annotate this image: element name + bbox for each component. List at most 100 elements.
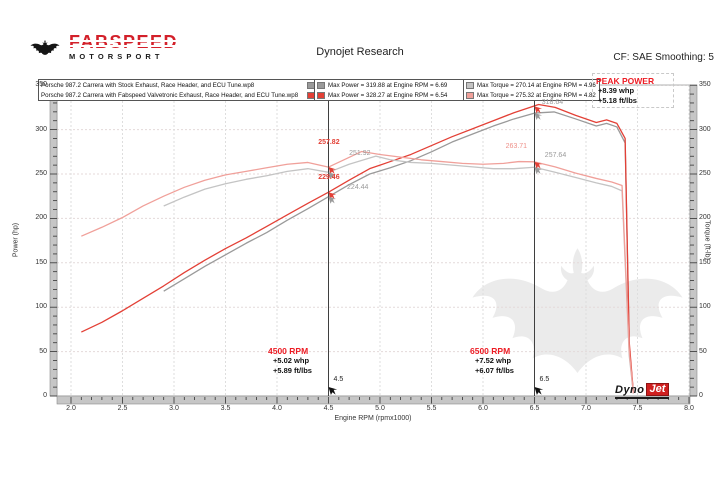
torque-axis-title: Torque (ft-lb): [703, 220, 711, 260]
point-marker-icon: [534, 167, 543, 175]
y-tick-label-right: 0: [699, 392, 703, 399]
rpm-6500-ftlbs: +6.07 ft/lbs: [475, 365, 514, 375]
point-marker-icon: [328, 172, 337, 180]
max-power-row-stock: Max Power = 319.88 at Engine RPM = 6.69: [317, 80, 463, 90]
max-torque-row-fabspeed: Max Torque = 275.32 at Engine RPM = 4.82: [466, 90, 597, 100]
run-legend-row-stock[interactable]: Porsche 987.2 Carrera with Stock Exhaust…: [41, 80, 315, 90]
point-marker-icon: [534, 161, 543, 169]
axis-strip: [689, 84, 698, 397]
y-tick-label-right: 350: [699, 81, 711, 89]
y-tick-label-left: 100: [35, 303, 47, 311]
data-point-label: 257.64: [544, 151, 567, 159]
data-point-label: 257.82: [318, 139, 340, 147]
y-tick-label-left: 300: [35, 125, 47, 133]
max-torque-legend-box: Max Torque = 270.14 at Engine RPM = 4.96…: [463, 79, 600, 101]
data-point-label: 263.71: [505, 142, 528, 150]
rpm-6500-whp: +7.52 whp: [475, 356, 512, 365]
run-label-stock: Porsche 987.2 Carrera with Stock Exhaust…: [41, 81, 255, 89]
y-tick-label-right: 150: [699, 258, 711, 266]
dynojet-logo: Dyno Jet: [615, 383, 670, 399]
y-tick-label-right: 300: [699, 125, 711, 133]
series-fabspeed_power: [81, 103, 635, 393]
x-tick-label: 3.5: [220, 405, 231, 412]
run-label-fabspeed: Porsche 987.2 Carrera with Fabspeed Valv…: [41, 91, 299, 99]
fabspeed-bat-icon: [30, 39, 60, 55]
point-marker-icon: [328, 196, 337, 204]
cursor-rpm-label: 6.5: [539, 376, 550, 383]
rpm-4500-callout: 4500 RPM +5.02 whp +5.89 ft/lbs: [268, 346, 348, 375]
run-legend-row-fabspeed[interactable]: Porsche 987.2 Carrera with Fabspeed Valv…: [41, 90, 315, 100]
y-tick-label-right: 50: [699, 347, 707, 355]
point-marker-icon: [534, 113, 543, 121]
point-marker-icon: [328, 192, 337, 200]
data-point-label: 251.92: [349, 150, 371, 158]
series-stock_power: [163, 111, 635, 394]
data-point-label: 224.44: [347, 183, 369, 191]
max-power-legend-box: Max Power = 319.88 at Engine RPM = 6.69 …: [314, 79, 466, 101]
axis-strip: [49, 84, 58, 397]
point-marker-icon: [328, 167, 337, 175]
x-tick-label: 5.0: [375, 405, 385, 412]
run-legend-box: Porsche 987.2 Carrera with Stock Exhaust…: [38, 79, 318, 101]
y-tick-label-left: 200: [35, 214, 47, 222]
data-point-label: 229.46: [318, 174, 340, 181]
x-tick-label: 7.0: [581, 405, 591, 412]
y-tick-label-left: 250: [35, 170, 47, 177]
logo-stripe: [69, 45, 179, 47]
cursor-pointer-icon[interactable]: [534, 387, 544, 395]
rpm-axis-title: Engine RPM (rpmx1000): [334, 415, 412, 422]
peak-power-callout: PEAK POWER +8.39 whp +5.18 ft/lbs: [592, 73, 674, 108]
logo-brand-text: FABSPEED: [69, 32, 179, 52]
dynojet-logo-jet-text: Jet: [645, 383, 670, 396]
max-power-stock-text: Max Power = 319.88 at Engine RPM = 6.69: [328, 81, 448, 89]
x-tick-label: 6.5: [529, 405, 540, 412]
y-tick-label-left: 50: [39, 347, 47, 355]
x-tick-label: 4.0: [272, 405, 282, 412]
rpm-4500-ftlbs: +5.89 ft/lbs: [273, 365, 312, 375]
series-stock_torque: [163, 155, 635, 394]
x-tick-label: 2.0: [66, 405, 76, 412]
series-swatch-stock-power: [317, 81, 325, 89]
power-axis-title: Power (hp): [12, 222, 20, 258]
smoothing-setting-text: CF: SAE Smoothing: 5: [613, 52, 714, 63]
series-fabspeed_torque: [81, 150, 635, 394]
series-swatch-fabspeed-torque: [466, 91, 474, 99]
series-swatch-fabspeed-power: [317, 91, 325, 99]
cursor-rpm-label: 4.5: [333, 376, 344, 383]
x-tick-label: 3.0: [169, 405, 179, 412]
y-tick-label-left: 0: [43, 392, 47, 399]
peak-power-whp: +8.39 whp: [598, 86, 635, 95]
peak-power-ftlbs: +5.18 ft/lbs: [598, 95, 637, 105]
rpm-6500-callout: 6500 RPM +7.52 whp +6.07 ft/lbs: [470, 346, 550, 375]
peak-power-title: PEAK POWER: [596, 76, 655, 86]
dynojet-logo-dyno-text: Dyno: [615, 384, 645, 396]
series-swatch-stock-torque: [466, 81, 474, 89]
rpm-4500-whp: +5.02 whp: [273, 356, 310, 365]
x-tick-label: 5.5: [426, 405, 437, 412]
point-marker-icon: [534, 106, 543, 114]
max-torque-row-stock: Max Torque = 270.14 at Engine RPM = 4.96: [466, 80, 597, 90]
rpm-6500-title: 6500 RPM: [470, 346, 511, 356]
x-tick-label: 2.5: [117, 405, 128, 412]
plot-border: [56, 84, 691, 397]
fabspeed-logo: FABSPEED MOTORSPORT: [26, 32, 179, 61]
x-tick-label: 6.0: [478, 405, 488, 412]
rpm-4500-title: 4500 RPM: [268, 346, 309, 356]
max-power-fabspeed-text: Max Power = 328.27 at Engine RPM = 6.54: [328, 91, 448, 99]
y-tick-label-right: 250: [699, 170, 711, 177]
x-tick-label: 4.5: [323, 405, 334, 412]
max-torque-stock-text: Max Torque = 270.14 at Engine RPM = 4.96: [477, 81, 596, 89]
fabspeed-logo-text: FABSPEED MOTORSPORT: [69, 32, 179, 61]
axis-strip: [56, 395, 691, 405]
y-tick-label-right: 100: [699, 303, 711, 311]
y-tick-label-left: 150: [35, 258, 47, 266]
cursor-pointer-icon[interactable]: [328, 387, 338, 395]
logo-sub-text: MOTORSPORT: [69, 52, 164, 61]
max-torque-fabspeed-text: Max Torque = 275.32 at Engine RPM = 4.82: [477, 91, 596, 99]
curves-layer: [81, 103, 635, 394]
max-power-row-fabspeed: Max Power = 328.27 at Engine RPM = 6.54: [317, 90, 463, 100]
logo-stripe: [69, 40, 179, 42]
